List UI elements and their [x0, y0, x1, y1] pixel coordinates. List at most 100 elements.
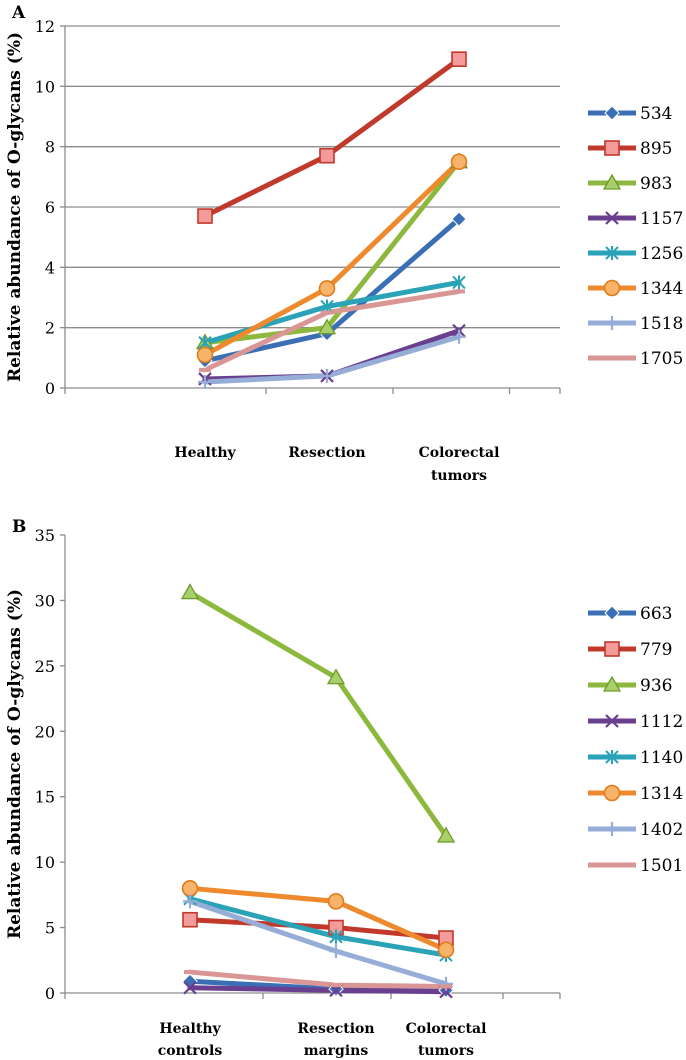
data-point-534 — [451, 211, 467, 227]
legend-marker-1518 — [605, 316, 619, 330]
data-point-895 — [451, 51, 467, 67]
panel-label: A — [11, 3, 26, 23]
y-tick-label: 30 — [35, 591, 55, 610]
legend-entry-1518: 1518 — [588, 314, 683, 334]
y-tick-label: 12 — [35, 17, 55, 36]
series-line-895 — [202, 56, 462, 219]
y-axis-title: Relative abundance of O-glycans (%) — [5, 32, 25, 382]
data-point-1314 — [327, 893, 345, 910]
data-point-1314 — [181, 880, 199, 897]
legend-label: 1112 — [640, 712, 683, 732]
data-point-1140 — [329, 929, 343, 944]
x-tick-label: controls — [158, 1043, 223, 1059]
y-axis-title: Relative abundance of O-glycans (%) — [5, 589, 25, 939]
legend-marker-779 — [604, 641, 620, 657]
x-tick-label: Healthy — [159, 1021, 221, 1037]
data-point-936 — [326, 668, 346, 685]
x-tick-label: Colorectal — [406, 1021, 487, 1037]
y-tick-label: 0 — [45, 984, 55, 1003]
legend-label: 1157 — [640, 209, 683, 229]
legend-label: 1501 — [640, 856, 683, 876]
x-tick-label: margins — [304, 1043, 369, 1059]
data-point-1501 — [184, 970, 196, 975]
legend-entry-534: 534 — [588, 104, 672, 124]
y-tick-label: 20 — [35, 722, 55, 741]
y-tick-label: 0 — [45, 379, 55, 398]
series-line-1314 — [187, 885, 449, 953]
y-tick-label: 35 — [35, 526, 55, 545]
data-point-1112 — [183, 980, 197, 995]
legend-label: 936 — [640, 676, 672, 696]
legend-label: 895 — [640, 139, 672, 159]
y-tick-label: 10 — [35, 853, 55, 872]
legend-entry-1501: 1501 — [588, 856, 683, 876]
legend-marker-1256 — [605, 246, 619, 260]
data-point-1518 — [452, 329, 466, 344]
legend-label: 663 — [640, 604, 672, 624]
data-point-936 — [180, 583, 200, 600]
series-line-1402 — [187, 898, 449, 987]
data-point-1256 — [452, 275, 466, 290]
legend-label: 779 — [640, 640, 672, 660]
data-point-1344 — [450, 153, 468, 171]
legend-marker-1344 — [603, 279, 621, 297]
legend-marker-1501 — [606, 863, 618, 867]
panel-a: A 0 2 4 6 8 10 12 Healthy Resection Colorectal tumo… — [5, 3, 683, 484]
legend-entry-1112: 1112 — [588, 712, 683, 732]
x-tick-label: Resection — [288, 445, 365, 461]
data-point-895 — [197, 208, 213, 224]
data-point-1402 — [329, 944, 343, 959]
legend-entry-1314: 1314 — [588, 784, 683, 804]
legend-marker-1112 — [605, 714, 619, 728]
legend-entry-663: 663 — [588, 604, 672, 624]
data-point-1518 — [320, 368, 334, 383]
series-line-936 — [187, 590, 449, 839]
data-point-1501 — [330, 983, 342, 988]
legend-label: 1140 — [640, 748, 683, 768]
y-tick-label: 10 — [35, 77, 55, 96]
y-tick-label: 4 — [45, 258, 55, 277]
panel-label: B — [12, 517, 26, 537]
legend-label: 1344 — [640, 279, 683, 299]
y-tick-label: 8 — [45, 138, 55, 157]
legend-label: 983 — [640, 174, 672, 194]
x-tick-label: Healthy — [174, 445, 236, 461]
legend-entry-1402: 1402 — [588, 820, 683, 840]
data-point-1314 — [437, 941, 455, 959]
legend-label: 1518 — [640, 314, 683, 334]
data-point-1344 — [196, 346, 214, 364]
data-point-1402 — [183, 894, 197, 909]
series-line-1344 — [202, 159, 462, 358]
y-tick-label: 25 — [35, 657, 55, 676]
data-point-1501 — [440, 984, 452, 989]
data-point-983 — [317, 318, 337, 335]
legend-label: 1256 — [640, 244, 683, 264]
legend-entry-936: 936 — [588, 675, 672, 696]
y-tick-label: 5 — [45, 919, 55, 938]
data-point-1705 — [321, 310, 333, 315]
data-point-1402 — [439, 976, 453, 991]
data-point-779 — [182, 911, 198, 928]
y-tick-label: 15 — [35, 788, 55, 807]
legend-marker-1705 — [606, 356, 618, 360]
data-point-1344 — [318, 280, 336, 297]
legend-marker-1402 — [605, 822, 619, 836]
legend-entry-1705: 1705 — [588, 349, 683, 369]
legend-label: 1402 — [640, 820, 683, 840]
legend-label: 1314 — [640, 784, 683, 804]
legend-marker-1157 — [605, 211, 619, 225]
legend-marker-1314 — [603, 784, 621, 802]
legend-entry-983: 983 — [588, 173, 672, 194]
x-tick-label: Resection — [297, 1021, 374, 1037]
x-tick-label: tumors — [431, 468, 487, 484]
legend-marker-895 — [604, 140, 620, 156]
data-point-1705 — [199, 367, 211, 372]
panel-b: B 0 5 10 15 20 25 30 35 Healthy controls Resection m… — [5, 517, 683, 1059]
legend-entry-779: 779 — [588, 640, 672, 660]
data-point-895 — [319, 147, 335, 164]
x-tick-label: tumors — [418, 1043, 474, 1059]
data-point-936 — [436, 826, 456, 843]
legend-label: 1705 — [640, 349, 683, 369]
y-tick-label: 2 — [45, 319, 55, 338]
